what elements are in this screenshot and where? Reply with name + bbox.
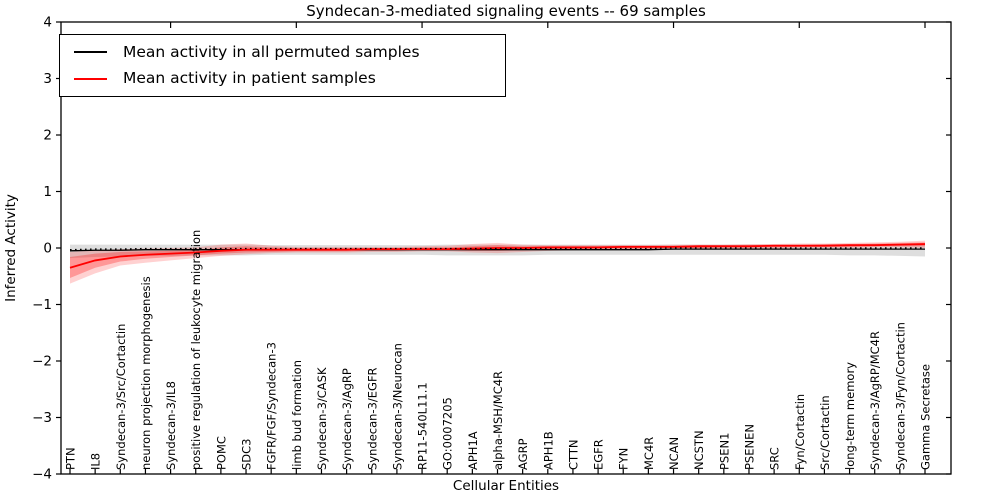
x-tick-label: Syndecan-3/IL8 [164, 381, 178, 470]
y-tick-label: −4 [32, 467, 52, 483]
x-tick-label: AGRP [516, 438, 530, 470]
x-tick-label: Src/Cortactin [818, 395, 832, 470]
patient-line-swatch [74, 77, 107, 80]
x-tick-label: Syndecan-3/AgRP/MC4R [868, 331, 882, 470]
x-tick-label: Syndecan-3/Fyn/Cortactin [893, 322, 907, 470]
x-tick-label: alpha-MSH/MC4R [491, 371, 505, 470]
legend: Mean activity in all permuted samples Me… [59, 34, 506, 97]
x-tick-label: APH1A [466, 431, 480, 470]
x-tick-label: RP11-540L11.1 [416, 382, 430, 470]
x-tick-label: APH1B [541, 431, 555, 470]
x-tick-label: EGFR [592, 439, 606, 470]
x-tick-label: Gamma Secretase [919, 364, 933, 470]
x-tick-label: GO:0007205 [441, 397, 455, 470]
x-tick-label: neuron projection morphogenesis [139, 276, 153, 470]
x-tick-label: Syndecan-3/Src/Cortactin [114, 324, 128, 470]
x-tick-label: CTTN [566, 440, 580, 470]
legend-entry-permuted: Mean activity in all permuted samples [74, 40, 505, 64]
legend-entry-patient: Mean activity in patient samples [74, 67, 505, 91]
y-tick-label: 3 [43, 71, 52, 87]
y-tick-label: −1 [32, 297, 52, 313]
x-tick-label: long-term memory [843, 362, 857, 470]
x-tick-label: PTN [64, 447, 78, 470]
x-tick-label: SDC3 [240, 438, 254, 470]
legend-label-patient: Mean activity in patient samples [123, 69, 376, 87]
y-tick-label: 4 [43, 15, 52, 31]
y-tick-label: −3 [32, 410, 52, 426]
y-tick-label: 2 [43, 128, 52, 144]
permuted-mean-line [69, 248, 925, 252]
x-tick-label: positive regulation of leukocyte migrati… [189, 230, 203, 470]
chart-title: Syndecan-3-mediated signaling events -- … [306, 2, 706, 20]
legend-label-permuted: Mean activity in all permuted samples [123, 42, 420, 61]
y-axis-label: Inferred Activity [3, 194, 19, 302]
x-tick-label: Syndecan-3/EGFR [365, 367, 379, 470]
x-tick-label: NCAN [667, 437, 681, 470]
patient-mean-line [69, 243, 926, 269]
y-tick-label: 0 [43, 241, 52, 257]
x-tick-label: limb bud formation [290, 360, 304, 470]
x-tick-label: FGFR/FGF/Syndecan-3 [265, 342, 279, 470]
x-tick-label: Syndecan-3/AgRP [340, 368, 354, 470]
patient-samples-range-inner-band [70, 242, 925, 278]
x-axis-label: Cellular Entities [452, 478, 560, 494]
x-tick-label: Fyn/Cortactin [793, 394, 807, 470]
x-tick-label: PSEN1 [717, 433, 731, 470]
x-tick-label: PSENEN [742, 424, 756, 470]
permuted-line-swatch [74, 51, 107, 54]
x-tick-label: MC4R [642, 437, 656, 470]
x-tick-label: IL8 [89, 453, 103, 470]
patient-samples-range-outer-band [70, 240, 925, 284]
x-tick-label: NCSTN [692, 430, 706, 470]
x-tick-label: POMC [214, 436, 228, 470]
y-tick-label: 1 [43, 184, 52, 200]
x-tick-label: Syndecan-3/CASK [315, 367, 329, 470]
y-tick-label: −2 [32, 354, 52, 370]
x-tick-label: SRC [768, 447, 782, 470]
x-tick-label: Syndecan-3/Neurocan [390, 343, 404, 470]
x-tick-label: FYN [617, 448, 631, 470]
